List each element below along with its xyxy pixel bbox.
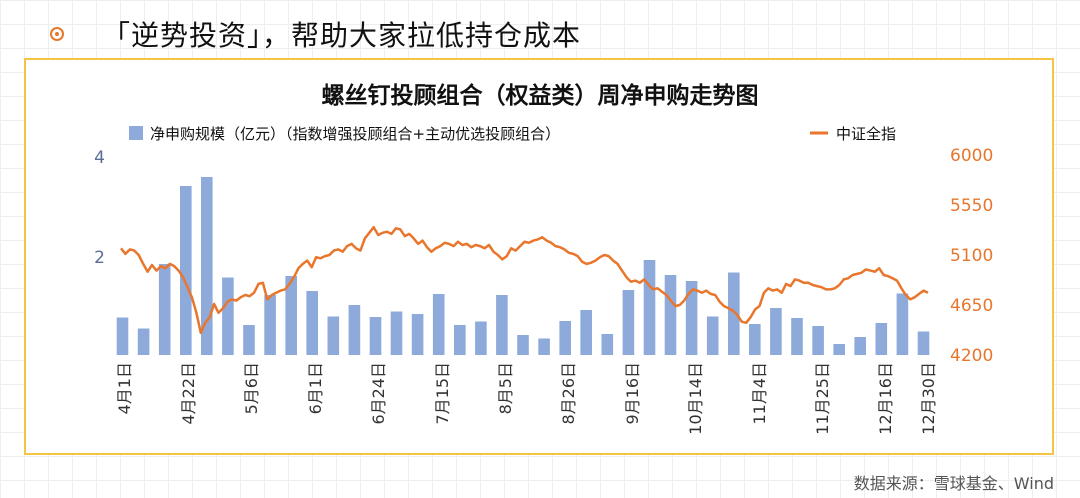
bar-24 [622,290,635,355]
left-axis: 24 [94,148,105,268]
right-tick-label: 5100 [950,246,993,266]
bar-10 [327,316,340,355]
x-axis: 4月1日 4月22日 5月6日 6月1日 6月24日 7月15日 8月5日 8月26日 9月16… [115,362,938,435]
bar-29 [728,272,740,355]
bar-35 [854,337,866,355]
index-line [120,225,929,335]
right-tick-label: 4650 [950,296,993,316]
x-tick-label: 11月25日 [813,362,832,435]
chart-title: 螺丝钉投顾组合（权益类）周净申购走势图 [322,82,759,109]
bar-34 [833,344,845,355]
bar-23 [601,334,614,355]
bar-0 [116,317,129,355]
bar-36 [875,323,888,355]
x-tick-label: 12月16日 [876,362,895,435]
bar-1 [137,328,150,355]
headline-text: 「逆势投资」，帮助大家拉低持仓成本 [102,19,582,52]
x-tick-label: 4月22日 [179,362,198,425]
legend-bar-swatch [129,126,143,140]
x-tick-label: 5月6日 [242,362,261,414]
bar-7 [264,295,276,355]
bar-26 [664,275,677,355]
bar-33 [812,326,824,355]
right-tick-label: 6000 [950,146,993,166]
x-tick-label: 6月1日 [306,362,325,414]
x-tick-label: 12月30日 [919,362,938,435]
right-tick-label: 4200 [950,346,993,366]
x-tick-label: 9月16日 [623,362,642,425]
bar-38 [917,331,930,355]
legend-line-label: 中证全指 [836,125,896,143]
bar-16 [454,325,466,355]
bar-6 [243,325,255,355]
bar-8 [285,276,297,355]
bar-11 [348,305,361,355]
x-tick-label: 10月14日 [686,362,705,435]
bar-12 [369,317,382,355]
bar-28 [706,316,719,355]
right-tick-label: 5550 [950,196,993,216]
bar-37 [896,293,909,355]
right-axis: 4200 4650 5100 5550 6000 [950,146,993,366]
x-tick-label: 6月24日 [369,362,388,425]
bar-31 [770,308,782,355]
bar-27 [685,281,698,355]
bar-5 [222,277,234,355]
bar-19 [517,335,529,355]
bar-30 [749,324,761,355]
x-tick-label: 11月4日 [750,362,769,425]
bar-15 [432,294,445,355]
bar-9 [306,291,318,355]
bar-series [116,177,930,355]
bar-18 [496,295,508,355]
bar-13 [390,311,403,355]
bar-32 [791,318,803,355]
bar-17 [475,321,487,355]
bar-14 [411,314,424,355]
bar-20 [538,338,550,355]
bar-22 [580,310,592,355]
left-tick-label: 2 [94,248,105,268]
x-tick-label: 8月26日 [559,362,578,425]
data-source: 数据来源：雪球基金、Wind [853,474,1054,493]
bar-21 [559,321,571,355]
headline: 「逆势投资」，帮助大家拉低持仓成本 [50,14,581,54]
bullet-icon [50,27,64,41]
bar-3 [180,186,192,355]
left-tick-label: 4 [94,148,105,168]
bar-4 [201,177,213,355]
x-tick-label: 4月1日 [115,362,134,414]
x-tick-label: 7月15日 [433,362,452,425]
bar-25 [643,260,656,355]
bar-2 [158,264,171,355]
legend-bar-label: 净申购规模（亿元）（指数增强投顾组合+主动优选投顾组合） [150,125,560,143]
x-tick-label: 8月5日 [496,362,515,414]
chart-container [24,58,1054,455]
